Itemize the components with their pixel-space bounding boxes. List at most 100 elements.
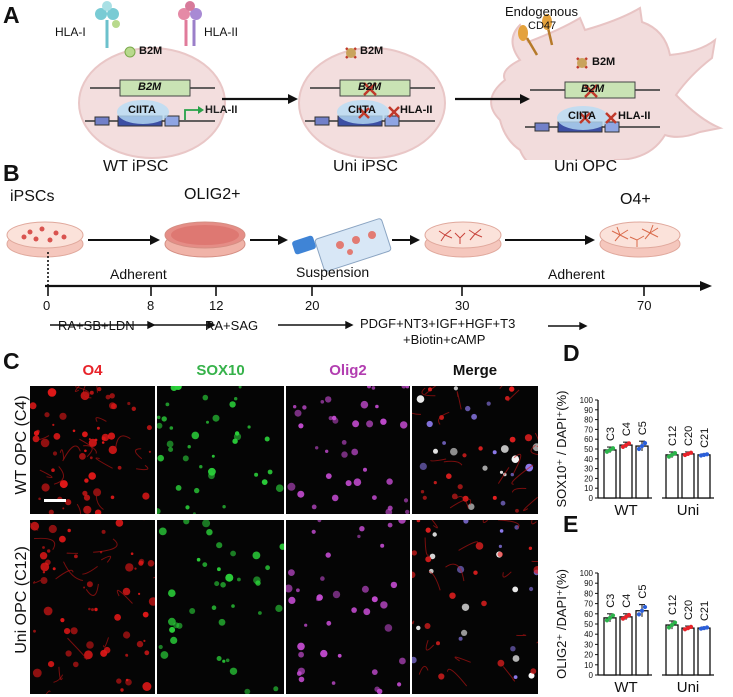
factor-biotin: +Biotin+cAMP [403,332,486,347]
stage-olig2: OLIG2+ [184,186,241,203]
panel-label-a: A [3,2,20,28]
olig2-ytick-label: 90 [584,579,593,588]
sox10-point-c3 [610,446,616,451]
b2m-label-2: B2M [360,45,384,57]
olig2-group-label-uni: Uni [677,679,700,696]
uni-ipsc-label: Uni iPSC [333,158,398,175]
petri-dish-o4 [599,221,681,258]
sox10-group-label-wt: WT [614,502,637,519]
sox10-bar-c21 [697,454,711,499]
olig2-point-c4 [626,612,632,618]
wt-ipsc-label: WT iPSC [103,158,169,175]
olig2-ylabel: OLIG2⁺ /DAPI⁺(%) [554,569,569,679]
b2m-gene-label-2: B2M [358,81,382,93]
panel-label-b: B [3,160,20,186]
olig2-bar-c4 [619,616,633,676]
factor-pdgf: PDGF+NT3+IGF+HGF+T3 [360,316,516,331]
hla-i-receptor-icon [95,1,120,48]
micrograph-wt-o4 [30,386,155,514]
sox10-category-label-c5: C5 [637,421,649,435]
sox10-ytick-label: 0 [589,494,594,503]
sox10-ylabel: SOX10⁺ / DAPI⁺(%) [554,390,569,507]
sox10-bar-c3 [603,449,617,499]
day-20: 20 [305,298,320,313]
olig2-bar-c21 [697,627,711,676]
olig2-ytick-label: 60 [584,610,593,619]
sox10-group-label-uni: Uni [677,502,700,519]
sox10-point-c5 [639,443,645,449]
micrograph-uni-merge [412,520,538,694]
olig2-ytick-label: 30 [584,640,593,649]
stage-o4: O4+ [620,191,651,208]
hla-ii-receptor-icon [178,1,202,46]
micrograph-wt-olig2 [286,386,410,514]
b2m-protein-icon-3 [577,58,587,68]
b2m-protein-icon [124,46,136,58]
olig2-bar-c3 [603,617,617,676]
b2m-gene-label-3: B2M [581,83,605,95]
olig2-ytick-label: 20 [584,651,593,660]
cd47-receptor-icon [518,14,554,56]
sox10-ytick-label: 10 [584,484,593,493]
channel-label-olig2: Olig2 [329,362,367,379]
sox10-ytick-label: 60 [584,435,593,444]
micrograph-wt-merge [412,386,538,514]
stage-ipscs: iPSCs [10,188,55,205]
olig2-ytick-label: 40 [584,630,593,639]
uni-opc-label: Uni OPC [554,158,618,175]
sox10-category-label-c21: C21 [699,428,711,448]
sox10-bar-c4 [619,444,633,499]
sox10-point-c20 [688,450,694,455]
hla-i-label: HLA-I [55,25,86,39]
day-30: 30 [455,298,470,313]
sox10-ytick-label: 20 [584,474,593,483]
sox10-ytick-label: 40 [584,455,593,464]
olig2-point-c20 [688,624,694,629]
sox10-point-c4 [626,441,632,446]
olig2-point-c5 [639,608,645,613]
olig2-group-label-wt: WT [614,679,637,696]
sox10-bar-c5 [635,445,649,499]
hla-ii-gene-label-2: HLA-II [400,104,433,116]
sox10-category-label-c3: C3 [605,427,617,441]
olig2-ytick-label: 70 [584,600,593,609]
sox10-ytick-label: 100 [580,396,594,405]
channel-label-sox10: SOX10 [196,362,245,379]
panel-label-d: D [563,340,580,366]
olig2-point-c4 [620,616,626,621]
sox10-ytick-label: 30 [584,465,593,474]
factor-ra-sag: RA+SAG [205,318,259,333]
olig2-bar-c12 [665,624,679,676]
ciita-label-3: CIITA [568,110,596,122]
petri-dish-olig2 [164,221,246,258]
sox10-point-c21 [704,452,710,457]
olig2-category-label-c12: C12 [667,595,679,615]
olig2-point-c12 [669,622,675,628]
day-12: 12 [209,298,224,313]
row-label-uni-opc: Uni OPC (C12) [13,546,30,654]
sox10-point-c12 [672,451,678,456]
sox10-point-c5 [636,446,642,452]
day-70: 70 [637,298,652,313]
b2m-label-3: B2M [592,56,616,68]
hla-ii-label: HLA-II [204,25,239,39]
b2m-label-1: B2M [139,45,163,57]
promoter-arrow-icon [184,109,198,120]
olig2-point-c4 [623,614,629,619]
ciita-label-1: CIITA [128,104,156,116]
ciita-label-2: CIITA [348,104,376,116]
sox10-ytick-label: 50 [584,445,593,454]
sox10-point-c5 [642,441,648,446]
olig2-category-label-c21: C21 [699,601,711,621]
adherent-label-2: Adherent [548,266,605,282]
sox10-ytick-label: 70 [584,425,593,434]
olig2-bar-c20 [681,627,695,676]
scale-bar [44,499,66,502]
sox10-category-label-c12: C12 [667,426,679,446]
panel-a-illustration [78,1,724,160]
hla-ii-gene-label-1: HLA-II [205,104,238,116]
suspension-label: Suspension [296,264,370,280]
olig2-ytick-label: 80 [584,589,593,598]
